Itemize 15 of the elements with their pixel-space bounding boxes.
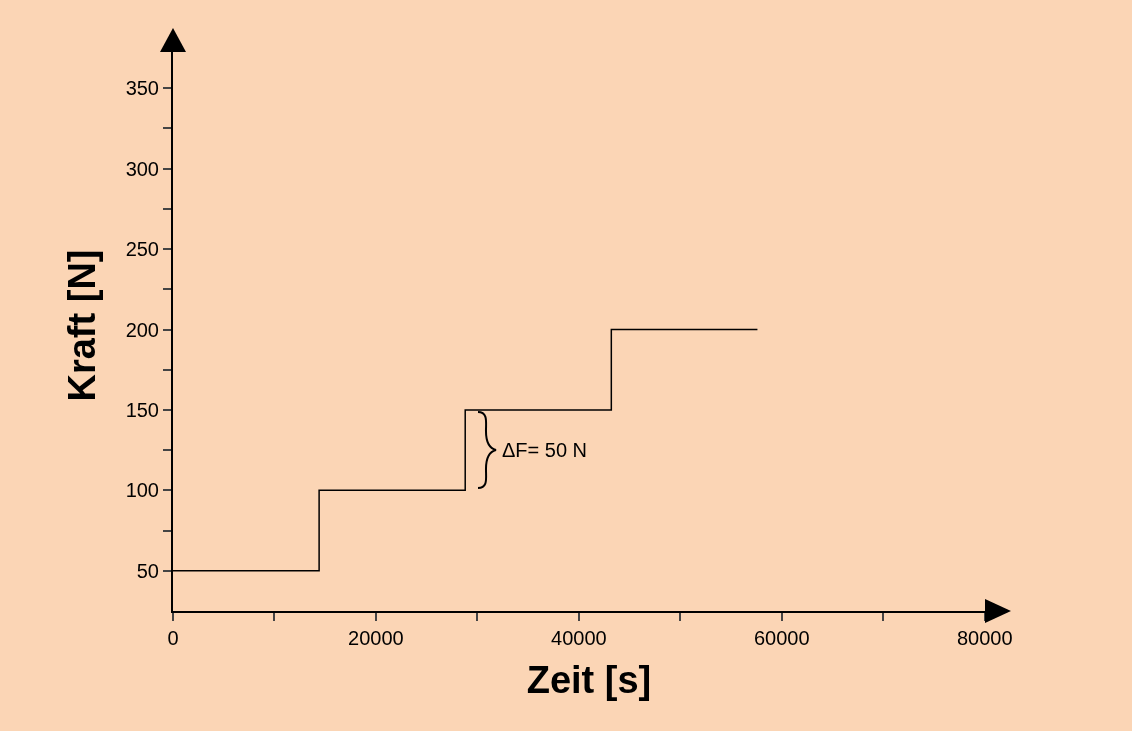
y-tick-label: 250 [125,238,159,261]
y-tick-label: 300 [125,157,159,180]
x-tick-label: 60000 [753,627,810,649]
y-tick-label: 50 [136,559,159,582]
y-tick-label: 200 [125,318,159,341]
x-tick-label: 20000 [348,627,404,649]
y-tick-label: 350 [125,77,159,100]
y-tick-label: 150 [125,398,159,421]
x-tick-label: 40000 [551,627,607,649]
x-tick-label: 0 [167,627,179,649]
y-tick-label: 100 [125,479,159,502]
x-tick-label: 80000 [956,627,1013,649]
annotation: ΔF= 50 N [502,439,588,461]
y-axis-title: Kraft [N] [61,249,104,402]
x-axis-title: Zeit [s] [526,658,652,701]
